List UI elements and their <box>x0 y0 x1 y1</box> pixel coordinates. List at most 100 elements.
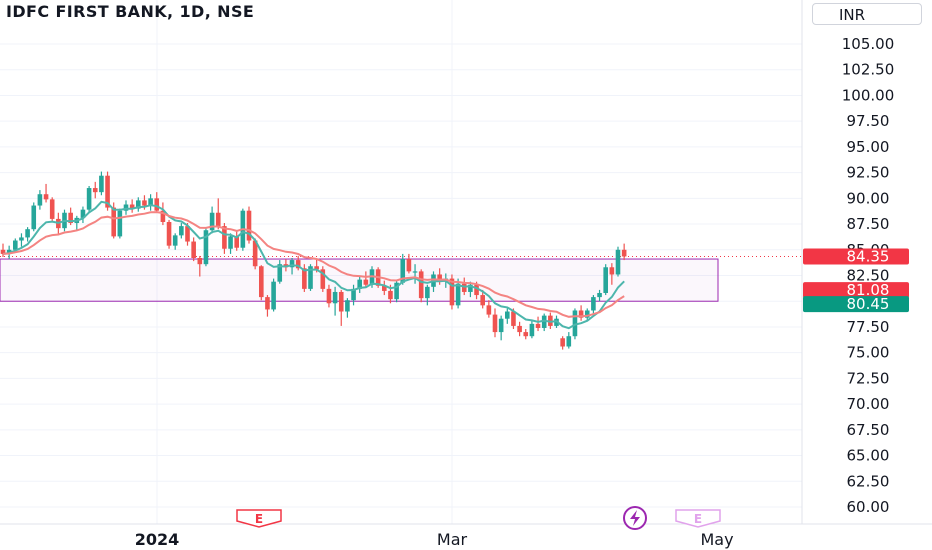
candle <box>505 308 510 324</box>
candle-body <box>461 283 467 292</box>
y-tick-label: 95.00 <box>847 138 890 156</box>
candle <box>332 286 338 316</box>
candle <box>246 206 252 244</box>
candle-body <box>425 286 430 299</box>
candle <box>591 295 596 314</box>
candle <box>486 300 492 318</box>
candle <box>449 274 455 310</box>
candle <box>215 198 221 230</box>
candle <box>363 271 369 288</box>
candle <box>492 308 498 338</box>
candle <box>425 284 430 306</box>
candle-body <box>394 282 399 300</box>
candle-body <box>197 258 203 265</box>
candle <box>351 284 356 306</box>
candle-body <box>535 323 541 328</box>
candle <box>455 278 461 309</box>
y-tick-label: 100.00 <box>842 86 895 104</box>
candle <box>400 253 406 285</box>
candle <box>517 321 522 337</box>
candle <box>19 233 24 247</box>
candle <box>412 264 418 284</box>
price-axis[interactable]: 105.00 102.50 100.00 97.50 95.00 92.50 90.00 87… <box>842 35 895 516</box>
moving-average-lines <box>2 200 625 330</box>
candle-body <box>326 288 332 304</box>
candle <box>74 215 80 231</box>
candle-body <box>400 259 406 283</box>
candle <box>265 295 270 317</box>
candle <box>166 219 172 249</box>
candle-body <box>31 205 37 230</box>
candle <box>320 266 326 292</box>
candle-body <box>320 269 326 289</box>
candle-body <box>338 291 344 312</box>
x-tick-label: 2024 <box>135 530 180 549</box>
price-badge: 80.45 <box>803 295 909 313</box>
candle-body <box>351 288 356 301</box>
candle <box>615 246 621 277</box>
candle-body <box>566 336 572 347</box>
candle-body <box>259 266 264 298</box>
candle <box>597 289 602 302</box>
candle-body <box>406 259 412 272</box>
y-tick-label: 62.50 <box>847 472 890 490</box>
candle <box>560 336 565 350</box>
candle-body <box>578 310 584 318</box>
price-badge-label: 84.35 <box>847 247 890 265</box>
candle <box>277 260 283 284</box>
candle <box>382 280 387 296</box>
y-tick-label: 72.50 <box>847 369 890 387</box>
price-badge-label: 80.45 <box>847 295 890 313</box>
candle-body <box>92 188 98 193</box>
candle-body <box>234 236 239 248</box>
x-tick-label: Mar <box>437 530 468 549</box>
candle <box>179 223 184 239</box>
y-tick-label: 65.00 <box>847 447 890 465</box>
price-badge: 81.08 <box>803 281 909 299</box>
price-badge-label: 81.08 <box>847 281 890 299</box>
candle <box>172 233 178 250</box>
y-tick-label: 105.00 <box>842 35 895 53</box>
candle-body <box>191 241 196 259</box>
y-tick-label: 102.50 <box>842 61 895 79</box>
candle <box>338 289 344 326</box>
candle-body <box>437 274 442 282</box>
candle-body <box>412 271 418 273</box>
candle-body <box>222 226 227 249</box>
candle <box>37 190 43 210</box>
candle <box>535 316 541 332</box>
y-tick-label: 67.50 <box>847 421 890 439</box>
currency-selector[interactable]: INR <box>812 3 922 25</box>
candle-body <box>449 278 455 306</box>
price-badge-bg <box>803 282 909 299</box>
y-tick-label: 87.50 <box>847 215 890 233</box>
x-tick-label: May <box>700 530 733 549</box>
candle <box>541 313 547 332</box>
candle <box>418 269 424 303</box>
candle <box>136 197 141 212</box>
time-axis[interactable]: 2024 Mar May <box>135 530 734 549</box>
candle-body <box>560 338 565 347</box>
candle-body <box>308 266 313 289</box>
candle-body <box>609 267 615 275</box>
y-tick-label: 90.00 <box>847 189 890 207</box>
candle <box>80 206 86 224</box>
candle-body <box>388 290 393 300</box>
candle <box>43 183 49 203</box>
candle-body <box>6 249 12 254</box>
candle-body <box>166 221 172 246</box>
candle <box>468 281 473 298</box>
candle-body <box>142 200 147 206</box>
candle-body <box>382 285 387 291</box>
candle <box>123 200 129 215</box>
y-tick-label: 60.00 <box>847 498 890 516</box>
earnings-marker-label: E <box>255 512 263 526</box>
candle <box>357 276 362 293</box>
candle-body <box>289 260 295 268</box>
candle <box>603 264 608 296</box>
candle <box>259 265 264 301</box>
earnings-marker: E <box>675 509 721 528</box>
